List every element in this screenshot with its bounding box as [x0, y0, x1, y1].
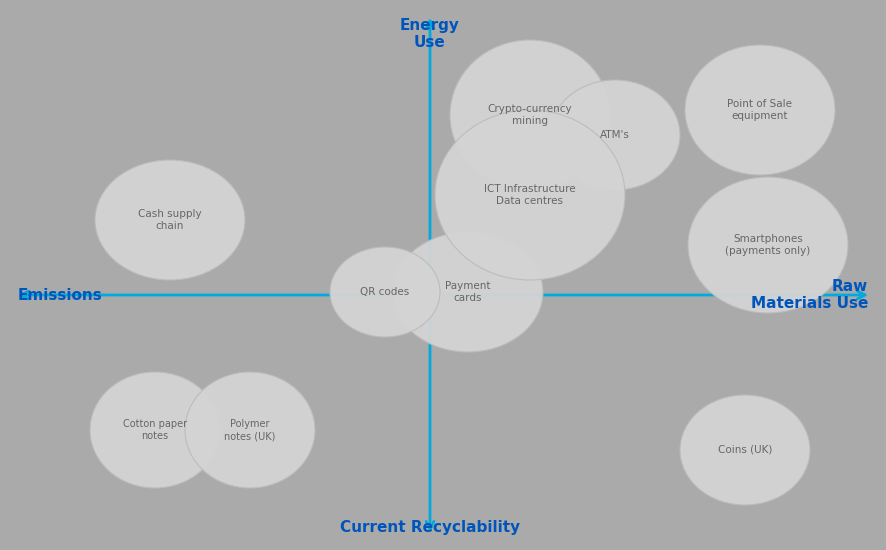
Text: Point of Sale
equipment: Point of Sale equipment	[727, 99, 792, 121]
Ellipse shape	[450, 40, 610, 190]
Text: Crypto-currency
mining: Crypto-currency mining	[487, 104, 572, 126]
Ellipse shape	[680, 395, 810, 505]
Text: Cash supply
chain: Cash supply chain	[138, 209, 202, 231]
Text: Payment
cards: Payment cards	[446, 281, 491, 303]
Text: ICT Infrastructure
Data centres: ICT Infrastructure Data centres	[484, 184, 576, 206]
Ellipse shape	[330, 247, 440, 337]
Ellipse shape	[185, 372, 315, 488]
Text: Energy
Use: Energy Use	[400, 18, 460, 51]
Text: ATM's: ATM's	[600, 130, 630, 140]
Text: Coins (UK): Coins (UK)	[718, 445, 773, 455]
Ellipse shape	[435, 110, 625, 280]
Text: Current Recyclability: Current Recyclability	[340, 520, 520, 535]
Ellipse shape	[95, 160, 245, 280]
Text: QR codes: QR codes	[361, 287, 409, 297]
Text: Polymer
notes (UK): Polymer notes (UK)	[224, 419, 276, 441]
Ellipse shape	[685, 45, 835, 175]
Ellipse shape	[393, 232, 543, 352]
Ellipse shape	[550, 80, 680, 190]
Ellipse shape	[688, 177, 848, 313]
Ellipse shape	[90, 372, 220, 488]
Text: Cotton paper
notes: Cotton paper notes	[123, 419, 187, 441]
Text: Emissions: Emissions	[18, 288, 103, 303]
Text: Smartphones
(payments only): Smartphones (payments only)	[726, 234, 811, 256]
Text: Raw
Materials Use: Raw Materials Use	[750, 279, 868, 311]
